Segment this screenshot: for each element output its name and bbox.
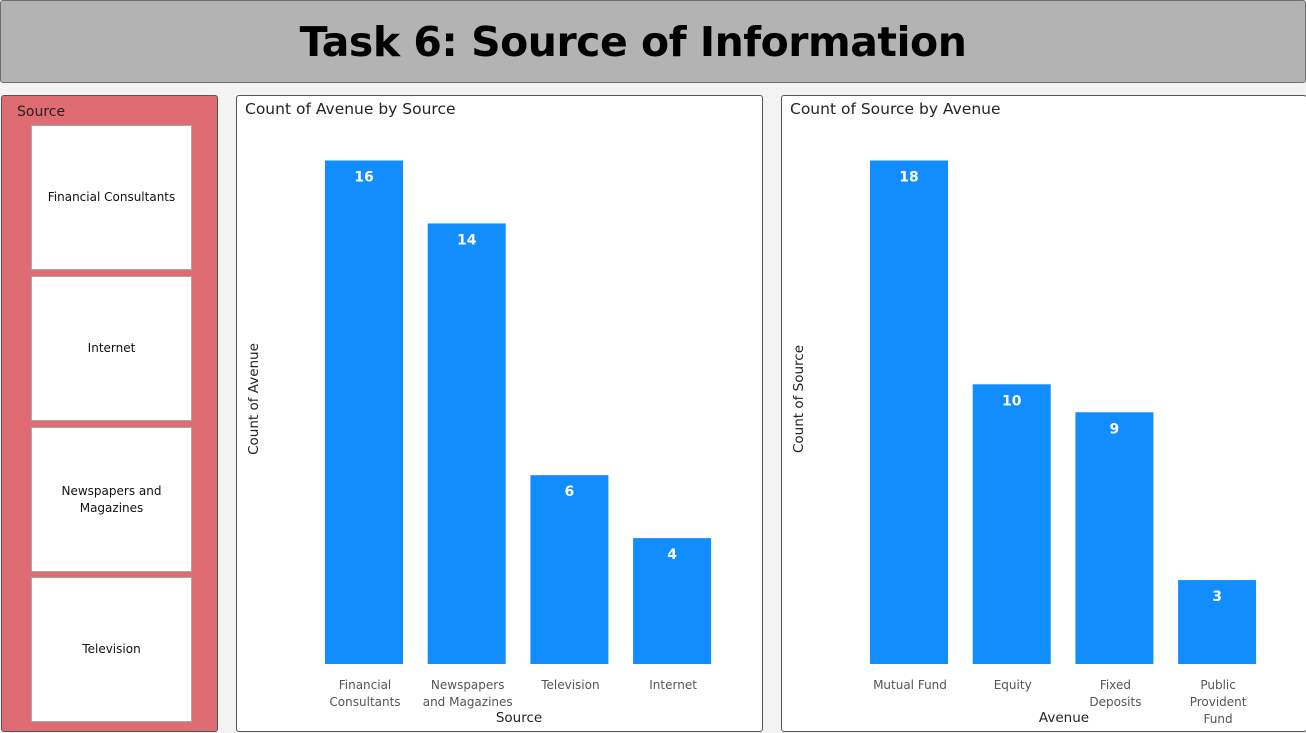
bar xyxy=(325,160,403,664)
chart-svg: 18 Mutual Fund 10 Equity 9 Fixed Deposits 3 Publ… xyxy=(791,160,1257,726)
bar-group: 4 xyxy=(633,538,712,664)
x-tick-label: Equity xyxy=(994,678,1032,692)
x-tick-line: Television xyxy=(540,678,599,692)
data-label: 14 xyxy=(457,232,477,248)
data-label: 16 xyxy=(354,170,373,186)
x-tick-line: Deposits xyxy=(1089,695,1141,709)
bar-group: 9 xyxy=(1075,412,1154,664)
slicer-item-newspapers-and-magazines[interactable]: Newspapers and Magazines xyxy=(31,427,192,572)
bar-group: 18 xyxy=(870,160,948,664)
y-axis-title: Count of Source xyxy=(791,345,807,453)
x-tick-line: Provident xyxy=(1190,695,1247,709)
x-tick-line: Fixed xyxy=(1100,678,1131,692)
chart-svg: 16 Financial Consultants 14 Newspapers and Ma… xyxy=(246,160,712,726)
bar xyxy=(1178,580,1257,664)
x-tick-line: Internet xyxy=(649,678,697,692)
slicer-title: Source xyxy=(17,104,66,120)
data-label: 6 xyxy=(565,484,575,500)
chart-avenue-by-source: Count of Avenue by Source 16 Financial Con… xyxy=(236,95,763,732)
data-label: 9 xyxy=(1110,421,1120,437)
x-tick-line: and Magazines xyxy=(423,695,513,709)
x-tick-line: Consultants xyxy=(329,695,400,709)
source-slicer: Source Financial Consultants Internet Ne… xyxy=(1,95,218,732)
y-axis-title: Count of Avenue xyxy=(246,343,262,455)
bar xyxy=(633,538,712,664)
bar-group: 14 xyxy=(427,223,506,664)
data-label: 3 xyxy=(1212,589,1222,605)
x-tick-label: Mutual Fund xyxy=(873,678,947,692)
x-axis-title: Source xyxy=(496,710,542,726)
chart-title: Count of Source by Avenue xyxy=(790,100,1001,118)
x-tick-line: Fund xyxy=(1204,712,1233,726)
bar xyxy=(972,384,1051,664)
page-title: Task 6: Source of Information xyxy=(299,17,967,66)
x-tick-label: Public Provident Fund xyxy=(1190,678,1247,726)
slicer-item-financial-consultants[interactable]: Financial Consultants xyxy=(31,125,192,270)
data-label: 18 xyxy=(899,170,918,186)
data-label: 10 xyxy=(1002,393,1022,409)
x-axis-title: Avenue xyxy=(1039,710,1089,726)
slicer-item-internet[interactable]: Internet xyxy=(31,276,192,421)
bar xyxy=(1075,412,1154,664)
slicer-item-television[interactable]: Television xyxy=(31,577,192,722)
chart-source-by-avenue: Count of Source by Avenue 18 Mutual Fund 1… xyxy=(781,95,1306,732)
x-tick-line: Mutual Fund xyxy=(873,678,947,692)
x-tick-label: Newspapers and Magazines xyxy=(423,678,513,709)
bar xyxy=(427,223,506,664)
data-label: 4 xyxy=(667,547,677,563)
bar-group: 6 xyxy=(530,475,609,664)
bar xyxy=(870,160,948,664)
bar xyxy=(530,475,609,664)
x-tick-line: Equity xyxy=(994,678,1032,692)
x-tick-label: Television xyxy=(540,678,599,692)
title-bar: Task 6: Source of Information xyxy=(0,0,1306,83)
x-tick-label: Fixed Deposits xyxy=(1089,678,1141,709)
x-tick-label: Internet xyxy=(649,678,697,692)
bar-group: 3 xyxy=(1178,580,1257,664)
bar-group: 16 xyxy=(325,160,403,664)
x-tick-line: Newspapers xyxy=(431,678,505,692)
x-tick-label: Financial Consultants xyxy=(329,678,400,709)
chart-title: Count of Avenue by Source xyxy=(245,100,456,118)
x-tick-line: Public xyxy=(1200,678,1236,692)
x-tick-line: Financial xyxy=(339,678,392,692)
bar-group: 10 xyxy=(972,384,1051,664)
